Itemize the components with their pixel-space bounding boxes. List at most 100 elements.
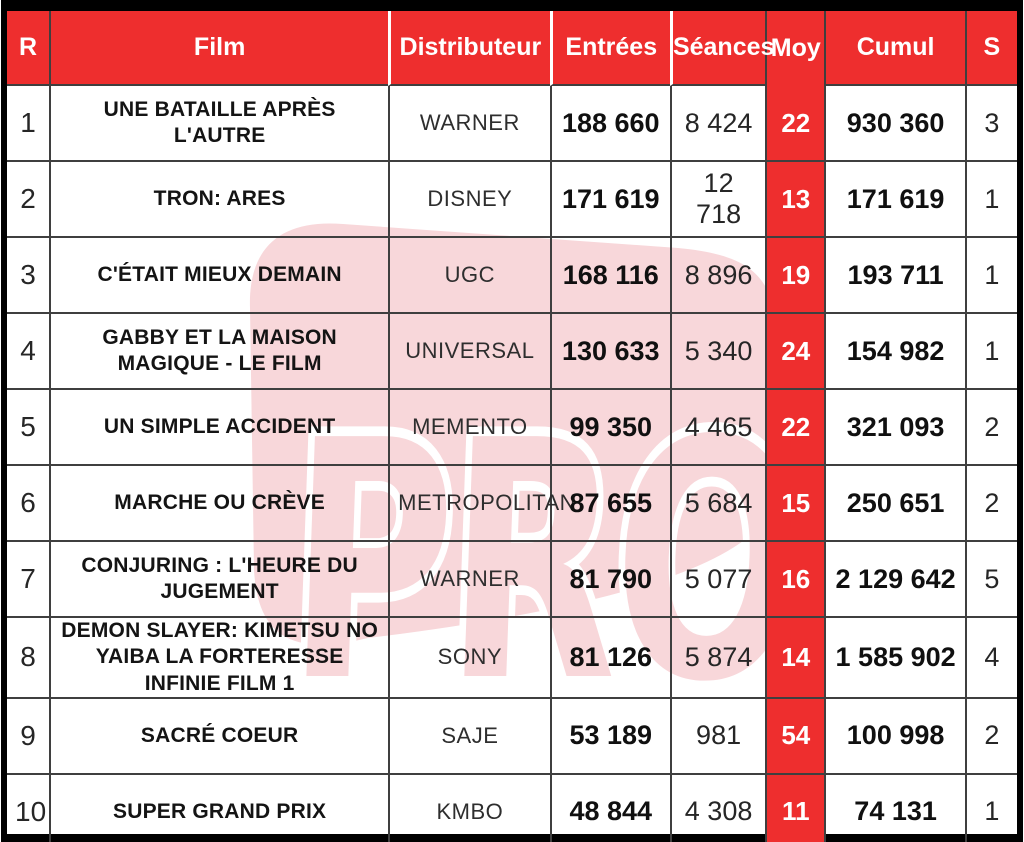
cell-cumulative: 100 998 — [824, 698, 965, 775]
table-row: 2 TRON: ARES DISNEY 171 619 12 718 13 17… — [7, 162, 1017, 238]
cell-cumulative: 321 093 — [824, 390, 965, 466]
cell-weeks: 4 — [964, 618, 1017, 699]
cell-average: 22 — [765, 390, 825, 466]
cell-cumulative: 74 131 — [824, 774, 964, 842]
table-row: 5 UN SIMPLE ACCIDENT MEMENTO 99 350 4 46… — [7, 390, 1017, 466]
cell-cumulative: 2 129 642 — [824, 542, 965, 618]
cell-screenings: 981 — [669, 698, 766, 775]
cell-weeks: 1 — [964, 162, 1017, 238]
cell-average: 16 — [765, 542, 825, 618]
cell-entries: 168 116 — [549, 238, 670, 314]
header-rank: R — [7, 11, 50, 86]
cell-entries: 53 189 — [549, 698, 670, 775]
cell-screenings: 12 718 — [669, 162, 766, 238]
cell-entries: 48 844 — [549, 774, 670, 842]
cell-film-title: CONJURING : L'HEURE DU JUGEMENT — [49, 542, 389, 618]
cell-film-title: DEMON SLAYER: KIMETSU NO YAIBA LA FORTER… — [49, 618, 389, 699]
header-row: R Film Distributeur Entrées Séances Moy … — [7, 11, 1017, 86]
cell-rank: 1 — [7, 86, 50, 162]
cell-weeks: 2 — [964, 390, 1017, 466]
cell-rank: 4 — [7, 314, 50, 390]
table-row: 10 SUPER GRAND PRIX KMBO 48 844 4 308 11… — [7, 774, 1017, 842]
cell-entries: 81 790 — [549, 542, 670, 618]
cell-distributor: DISNEY — [388, 162, 550, 238]
cell-rank: 6 — [7, 466, 50, 542]
cell-average: 22 — [765, 86, 825, 162]
header-weeks: S — [964, 11, 1017, 86]
cell-cumulative: 1 585 902 — [824, 618, 965, 699]
table-body: 1 UNE BATAILLE APRÈS L'AUTRE WARNER 188 … — [7, 86, 1017, 842]
cell-screenings: 4 465 — [669, 390, 766, 466]
cell-entries: 171 619 — [549, 162, 670, 238]
header-screenings: Séances — [669, 11, 774, 86]
cell-screenings: 5 340 — [669, 314, 766, 390]
cell-screenings: 8 896 — [669, 238, 766, 314]
table-header: R Film Distributeur Entrées Séances Moy … — [7, 11, 1017, 86]
cell-distributor: SAJE — [388, 698, 550, 775]
cell-distributor: MEMENTO — [388, 390, 550, 466]
cell-distributor: UGC — [388, 238, 550, 314]
cell-screenings: 5 874 — [669, 618, 766, 699]
header-entries: Entrées — [549, 11, 670, 86]
cell-film-title: TRON: ARES — [49, 162, 389, 238]
cell-film-title: SUPER GRAND PRIX — [49, 774, 388, 842]
header-distributor: Distributeur — [388, 11, 550, 86]
cell-distributor: WARNER — [388, 542, 550, 618]
cell-rank: 10 — [15, 795, 47, 827]
cell-distributor: METROPOLITAN — [388, 466, 576, 542]
table-row: 3 C'ÉTAIT MIEUX DEMAIN UGC 168 116 8 896… — [7, 238, 1017, 314]
cell-film-title: UNE BATAILLE APRÈS L'AUTRE — [49, 86, 389, 162]
cell-cumulative: 171 619 — [824, 162, 965, 238]
cell-entries: 81 126 — [549, 618, 670, 699]
cell-rank: 3 — [7, 238, 50, 314]
cell-film-title: MARCHE OU CRÈVE — [49, 466, 389, 542]
table-row: 9 SACRÉ COEUR SAJE 53 189 981 54 100 998… — [7, 698, 1017, 775]
cell-weeks: 2 — [964, 698, 1017, 775]
cell-weeks: 1 — [964, 314, 1017, 390]
table-row: 6 MARCHE OU CRÈVE METROPOLITAN 87 655 5 … — [7, 466, 1017, 542]
cell-film-title: UN SIMPLE ACCIDENT — [49, 390, 389, 466]
cell-cumulative: 930 360 — [824, 86, 965, 162]
table-row: 8 DEMON SLAYER: KIMETSU NO YAIBA LA FORT… — [7, 618, 1017, 699]
cell-cumulative: 193 711 — [824, 238, 965, 314]
cell-entries: 188 660 — [549, 86, 670, 162]
table-row: 7 CONJURING : L'HEURE DU JUGEMENT WARNER… — [7, 542, 1017, 618]
cell-average: 19 — [765, 238, 825, 314]
cell-rank: 7 — [7, 542, 50, 618]
cell-weeks: 3 — [964, 86, 1017, 162]
header-film: Film — [49, 11, 389, 86]
table-row: 1 UNE BATAILLE APRÈS L'AUTRE WARNER 188 … — [7, 86, 1017, 162]
cell-entries: 130 633 — [549, 314, 670, 390]
cell-screenings: 5 077 — [669, 542, 766, 618]
cell-average: 13 — [765, 162, 825, 238]
cell-weeks: 5 — [964, 542, 1017, 618]
cell-weeks: 1 — [964, 774, 1017, 842]
header-average: Moy — [765, 11, 825, 86]
cell-average: 15 — [765, 466, 825, 542]
cell-average: 14 — [765, 618, 825, 699]
cell-screenings: 8 424 — [669, 86, 766, 162]
cell-screenings: 5 684 — [669, 466, 766, 542]
table-row: 4 GABBY ET LA MAISON MAGIQUE - LE FILM U… — [7, 314, 1017, 390]
cell-average: 24 — [765, 314, 825, 390]
cell-average: 11 — [765, 774, 825, 842]
cell-cumulative: 250 651 — [824, 466, 965, 542]
cell-average: 54 — [765, 698, 825, 775]
cell-film-title: GABBY ET LA MAISON MAGIQUE - LE FILM — [49, 314, 389, 390]
cell-distributor: KMBO — [388, 774, 549, 842]
cell-film-title: C'ÉTAIT MIEUX DEMAIN — [49, 238, 389, 314]
cell-distributor: WARNER — [388, 86, 550, 162]
box-office-table: R Film Distributeur Entrées Séances Moy … — [7, 11, 1017, 842]
cell-rank: 2 — [7, 162, 50, 238]
cell-distributor: UNIVERSAL — [388, 314, 550, 390]
cell-weeks: 1 — [964, 238, 1017, 314]
cell-rank: 9 — [7, 699, 50, 775]
header-cumulative: Cumul — [824, 11, 965, 86]
cell-film-title: SACRÉ COEUR — [49, 698, 389, 775]
cell-entries: 99 350 — [549, 390, 670, 466]
cell-weeks: 2 — [964, 466, 1017, 542]
cell-screenings: 4 308 — [669, 774, 765, 842]
cell-cumulative: 154 982 — [824, 314, 965, 390]
